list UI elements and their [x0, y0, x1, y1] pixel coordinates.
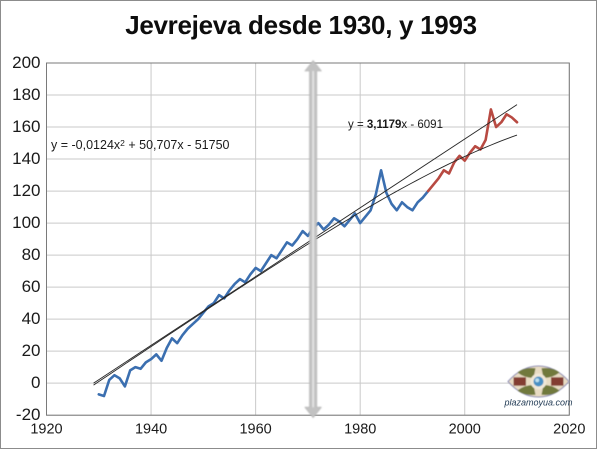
svg-text:1980: 1980 — [344, 422, 376, 438]
svg-text:140: 140 — [12, 149, 40, 168]
svg-text:y = -0,0124x2 + 50,707x - 5175: y = -0,0124x2 + 50,707x - 51750 — [51, 138, 230, 152]
svg-text:y = 3,1179x - 6091: y = 3,1179x - 6091 — [348, 119, 443, 131]
svg-text:2000: 2000 — [449, 422, 481, 438]
svg-text:40: 40 — [22, 309, 41, 328]
svg-text:2020: 2020 — [553, 422, 585, 438]
svg-text:1940: 1940 — [135, 422, 167, 438]
svg-text:0: 0 — [31, 373, 40, 392]
svg-text:100: 100 — [12, 213, 40, 232]
svg-text:1920: 1920 — [30, 422, 62, 438]
svg-text:80: 80 — [22, 245, 41, 264]
svg-text:20: 20 — [22, 341, 41, 360]
svg-text:plazamoyua.com: plazamoyua.com — [503, 398, 573, 408]
svg-text:160: 160 — [12, 117, 40, 136]
svg-text:60: 60 — [22, 277, 41, 296]
svg-text:120: 120 — [12, 181, 40, 200]
svg-text:1960: 1960 — [239, 422, 271, 438]
svg-text:200: 200 — [12, 53, 40, 72]
svg-text:180: 180 — [12, 85, 40, 104]
